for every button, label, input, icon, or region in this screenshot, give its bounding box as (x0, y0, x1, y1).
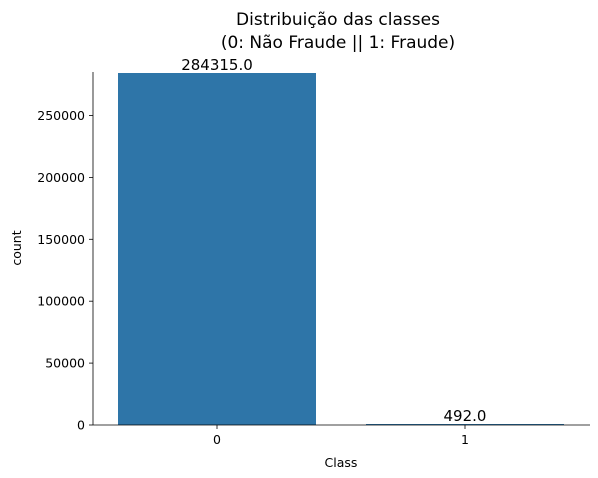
y-ticks-group: 0 50000 100000 150000 200000 250000 (37, 108, 93, 433)
x-axis-label: Class (325, 455, 358, 470)
chart-title: Distribuição das classes (236, 10, 440, 30)
x-tick-label-0: 0 (213, 432, 221, 447)
bar-class-0 (118, 73, 316, 425)
x-tick-label-1: 1 (461, 432, 469, 447)
y-tick-label-0: 0 (77, 418, 85, 433)
bars-group (118, 73, 564, 425)
y-tick-label-150000: 150000 (37, 232, 85, 247)
data-label-class-1: 492.0 (444, 407, 487, 425)
chart-subtitle: (0: Não Fraude || 1: Fraude) (221, 33, 455, 53)
y-axis-label: count (9, 230, 24, 265)
data-label-class-0: 284315.0 (181, 56, 253, 74)
y-tick-label-50000: 50000 (45, 356, 85, 371)
y-tick-label-200000: 200000 (37, 170, 85, 185)
y-tick-label-250000: 250000 (37, 108, 85, 123)
y-tick-label-100000: 100000 (37, 294, 85, 309)
